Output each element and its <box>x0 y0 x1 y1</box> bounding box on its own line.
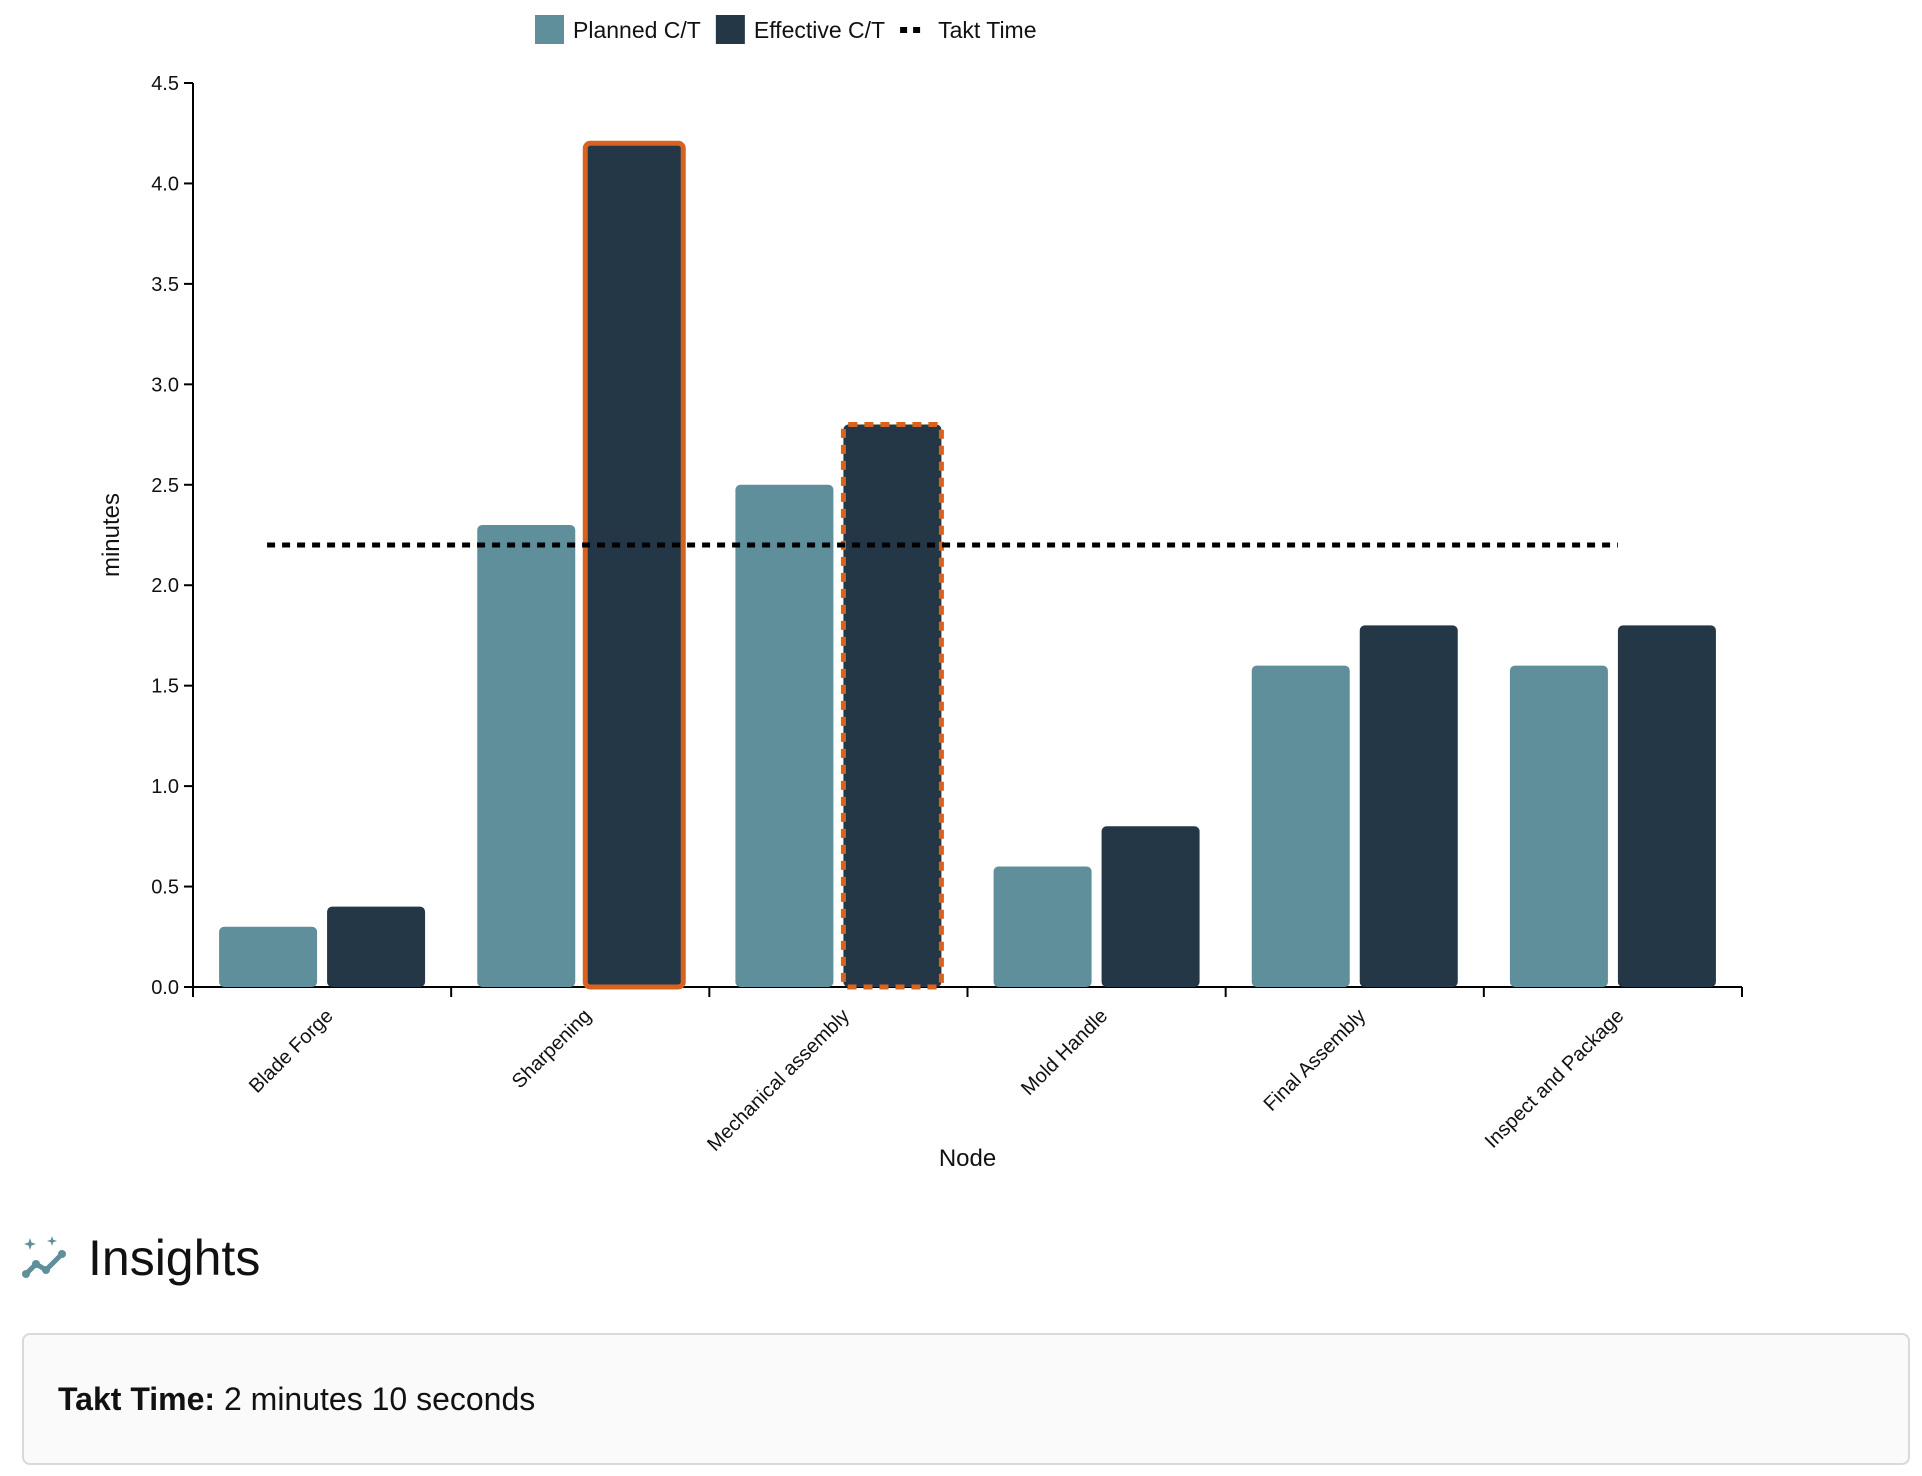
bar-planned-c-t-mold-handle <box>993 866 1092 987</box>
y-tick-label: 4.0 <box>151 173 179 195</box>
insight-card: Takt Time: 2 minutes 10 seconds <box>22 1333 1910 1465</box>
y-tick-label: 2.0 <box>151 575 179 597</box>
y-tick-label: 3.0 <box>151 374 179 396</box>
bar-planned-c-t-mechanical-assembly <box>735 484 834 987</box>
bar-planned-c-t-inspect-and-package <box>1509 665 1608 987</box>
x-tick-label-mold-handle: Mold Handle <box>1017 1005 1112 1100</box>
x-tick-label-sharpening: Sharpening <box>508 1005 596 1093</box>
y-tick-label: 1.5 <box>151 676 179 698</box>
bar-effective-c-t-blade-forge <box>327 906 426 987</box>
bar-group-sharpening <box>477 140 686 990</box>
y-tick-label: 0.0 <box>151 977 179 999</box>
legend-label-effective-c-t: Effective C/T <box>754 17 885 43</box>
bar-group-final-assembly <box>1251 625 1458 987</box>
bar-group-mold-handle <box>993 826 1200 987</box>
bar-group-blade-forge <box>219 906 426 987</box>
y-tick-label: 0.5 <box>151 877 179 899</box>
y-tick-label: 2.5 <box>151 475 179 497</box>
bar-planned-c-t-blade-forge <box>219 926 318 987</box>
bar-planned-c-t-final-assembly <box>1251 665 1350 987</box>
bar-effective-c-t-inspect-and-package <box>1617 625 1716 987</box>
y-tick-label: 1.0 <box>151 776 179 798</box>
bar-chart: Planned C/T Effective C/T Takt Time 0.0 0.5 1… <box>98 15 1743 1172</box>
insights-header: Insights <box>22 1225 260 1291</box>
x-tick-label-inspect-and-package: Inspect and Package <box>1481 1005 1629 1153</box>
chart-area: Planned C/T Effective C/T Takt Time 0.0 0.5 1… <box>98 15 1743 1172</box>
bar-effective-c-t-sharpening <box>582 140 686 990</box>
bar-planned-c-t-sharpening <box>477 524 576 987</box>
x-tick-label-blade-forge: Blade Forge <box>245 1005 338 1098</box>
x-axis-label: Node <box>939 1145 996 1172</box>
y-axis-label: minutes <box>98 493 125 577</box>
bar-effective-c-t-mechanical-assembly <box>840 422 944 990</box>
takt-time-insight: Takt Time: 2 minutes 10 seconds <box>58 1381 535 1418</box>
y-tick-label: 3.5 <box>151 274 179 296</box>
y-tick-label: 4.5 <box>151 73 179 95</box>
x-tick-label-final-assembly: Final Assembly <box>1260 1005 1371 1116</box>
takt-time-label: Takt Time: <box>58 1380 216 1417</box>
legend-swatch-planned-c-t <box>535 15 564 44</box>
bar-effective-c-t-mold-handle <box>1101 826 1200 987</box>
insights-title: Insights <box>88 1230 261 1286</box>
legend-label-takt-time: Takt Time <box>938 17 1036 43</box>
chart-legend: Planned C/T Effective C/T Takt Time <box>535 15 1037 44</box>
x-tick-label-mechanical-assembly: Mechanical assembly <box>703 1005 854 1156</box>
bar-effective-c-t-final-assembly <box>1359 625 1458 987</box>
takt-time-value: 2 minutes 10 seconds <box>223 1380 536 1417</box>
sparkle-trend-icon <box>22 1234 70 1282</box>
bar-group-mechanical-assembly <box>735 422 944 990</box>
bar-group-inspect-and-package <box>1509 625 1716 987</box>
legend-label-planned-c-t: Planned C/T <box>573 17 701 43</box>
legend-swatch-effective-c-t <box>715 15 745 44</box>
